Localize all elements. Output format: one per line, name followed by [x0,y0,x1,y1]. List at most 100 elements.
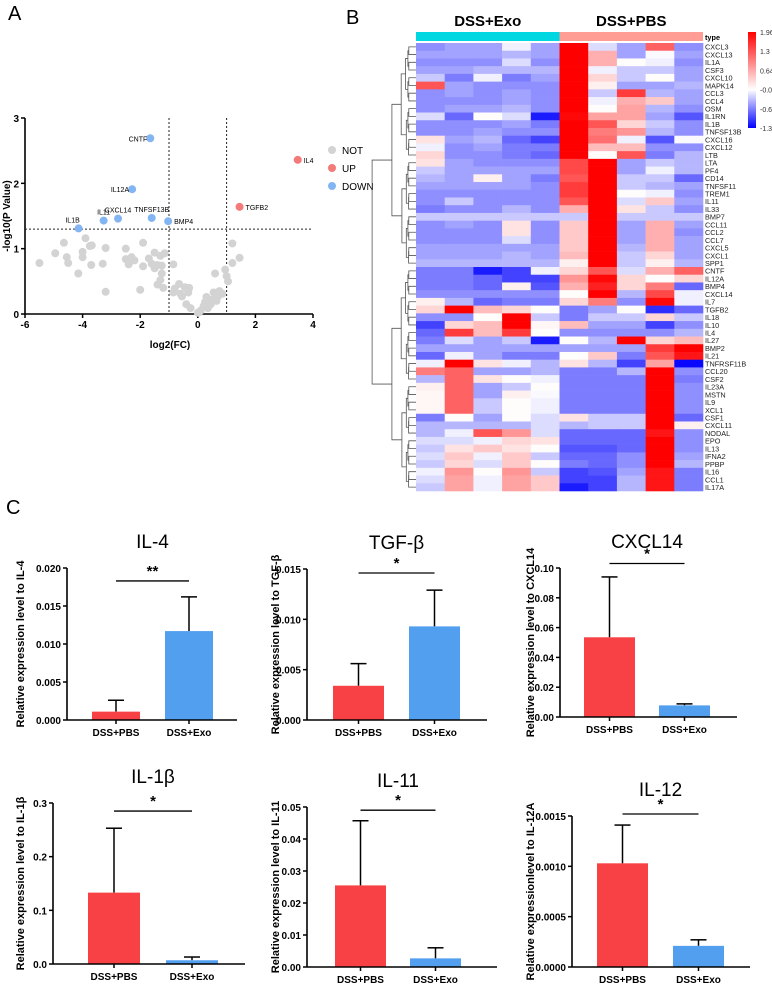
heatmap-cell [674,267,704,276]
heatmap-cell [674,251,704,260]
point-not-significant [177,292,186,301]
y-tick-label: 0.005 [36,678,61,689]
heatmap-cell [416,274,445,283]
heatmap-cell [616,81,646,90]
heatmap-cell [645,166,675,175]
y-tick-label: 0.2 [33,853,47,864]
group-bar-dsspbs [559,32,703,41]
gene-label: IFNA2 [705,452,726,461]
gene-label: CXCL16 [705,135,733,144]
heatmap-cell [530,351,560,360]
point-il1b [74,224,83,233]
heatmap-cell [674,382,704,391]
heatmap-cell [530,58,560,67]
heatmap-cell [416,112,445,121]
point-not-significant [101,244,110,253]
heatmap-cell [674,220,704,229]
heatmap-cell [444,290,474,299]
heatmap-cell [559,251,589,260]
heatmap-cell [416,135,445,144]
heatmap-cell [530,398,560,407]
heatmap-cell [616,50,646,59]
heatmap-cell [530,282,560,291]
dendrogram-branch [408,143,416,156]
bar-dsspbs [335,885,386,967]
heatmap-cell [645,313,675,322]
heatmap-cell [416,290,445,299]
heatmap-cell [674,421,704,430]
heatmap-cell [645,120,675,129]
heatmap-cell [559,413,589,422]
volcano-plot: -6 -4 -2 0 2 4 0 1 2 3 CNTF IL4 IL12A TGFB2 IL11CXCL14… [2,114,374,351]
heatmap-cell [674,174,704,183]
heatmap-cell [616,367,646,376]
x-tick-label: -4 [78,320,87,331]
colorbar-tick-label: 0.64 [760,68,772,75]
heatmap-cell [559,104,589,113]
heatmap-cell [473,290,503,299]
dendrogram-branch [408,197,416,210]
heatmap-cell [444,444,474,453]
x-tick-label: DSS+PBS [599,975,646,986]
heatmap-cell [588,43,618,52]
heatmap-cell [416,174,445,183]
significance-marker: * [394,555,400,572]
point-not-significant [98,259,107,268]
heatmap-cell [502,259,532,268]
heatmap-cell [530,43,560,52]
bar-chart-il12: IL-12 Relative expressionlevel to IL-12A D… [525,780,750,986]
heatmap-cell [473,197,503,206]
point-label: CNTF [129,136,148,143]
heatmap-cell [530,189,560,198]
heatmap-cell [416,421,445,430]
heatmap-cell [588,344,618,353]
dendrogram-branch [401,188,407,244]
gene-label: CCL7 [705,236,724,245]
dendrogram-branch [408,440,416,449]
heatmap-cell [530,344,560,353]
heatmap-cell [530,483,560,492]
heatmap-cell [473,97,503,106]
heatmap-cell [473,182,503,191]
heatmap-cell [444,112,474,121]
heatmap-cell [645,460,675,469]
heatmap-cell [616,228,646,237]
dendrogram-branch [408,92,416,102]
dendrogram-branch [408,247,416,256]
bar-chart-tgfb: TGF-β Relative expression level to TGF-β D… [270,533,487,739]
heatmap-cell [674,189,704,198]
point-tnfsf13b [147,213,156,222]
heatmap-cell [444,120,474,129]
y-tick-label: 0.04 [535,653,555,664]
heatmap-cell [530,313,560,322]
heatmap-cell [674,166,704,175]
x-tick-label: DSS+Exo [662,725,707,736]
heatmap-cell [616,243,646,252]
heatmap-cell [645,467,675,476]
legend-label: UP [342,164,356,175]
dendrogram-branch [408,421,416,434]
heatmap-cell [674,58,704,67]
gene-label: TNFSF13B [705,128,742,137]
dendrogram-branch [408,216,416,225]
heatmap-cell [473,120,503,129]
heatmap-cell [674,305,704,314]
heatmap-cell [559,290,589,299]
heatmap-cell [616,475,646,484]
heatmap-cell [588,390,618,399]
heatmap-cell [473,297,503,306]
heatmap-cell [616,104,646,113]
heatmap-cell [559,390,589,399]
point-not-significant [218,289,227,298]
heatmap-cell [444,259,474,268]
heatmap-cell [588,421,618,430]
chart-title: IL-1β [131,767,175,788]
heatmap-cell [645,367,675,376]
heatmap-cell [416,127,445,136]
heatmap-cell [559,444,589,453]
heatmap-cell [444,483,474,492]
point-il11 [99,216,108,225]
heatmap-cell [559,313,589,322]
heatmap-cell [416,73,445,82]
bar-charts: IL-4 Relative expression level to IL-4 DSS… [15,532,750,986]
